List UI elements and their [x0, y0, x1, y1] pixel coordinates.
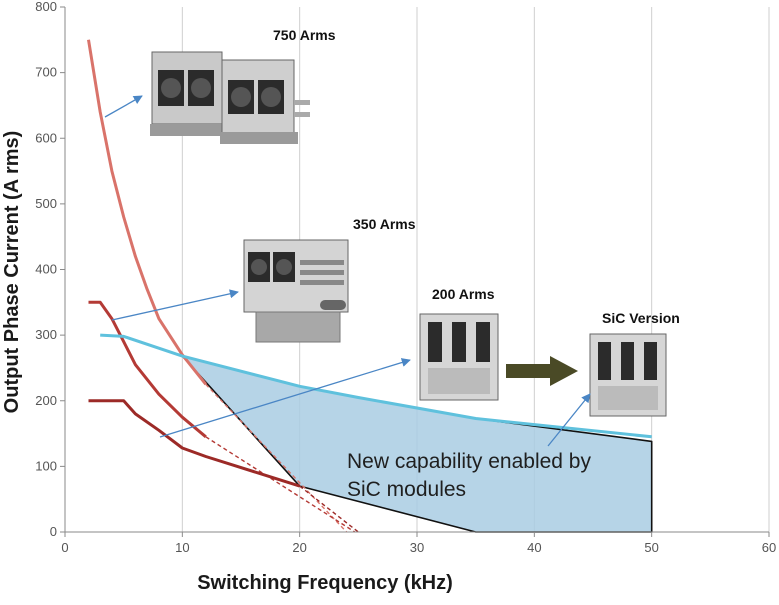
grid — [181, 7, 770, 532]
series-extension-350 — [205, 436, 356, 533]
x-tick-label-40: 40 — [527, 540, 541, 555]
y-tick-label-700: 700 — [35, 65, 57, 80]
callout-arrow-750 — [104, 95, 143, 118]
x-tick-label-50: 50 — [644, 540, 658, 555]
y-tick-label-0: 0 — [50, 524, 57, 539]
y-tick-label-300: 300 — [35, 327, 57, 342]
y-tick-label-200: 200 — [35, 393, 57, 408]
product-label-750: 750 Arms — [273, 27, 336, 43]
annotation-line-2: SiC modules — [347, 478, 466, 501]
callout-arrow-sic — [547, 393, 591, 447]
product-label-sic: SiC Version — [602, 310, 680, 326]
callout-arrows — [104, 95, 591, 447]
series-line-200 — [88, 399, 301, 488]
module-750-picture — [150, 51, 310, 144]
series-extension-750 — [205, 383, 348, 533]
y-tick-label-500: 500 — [35, 196, 57, 211]
y-tick-label-400: 400 — [35, 262, 57, 277]
x-tick-label-0: 0 — [61, 540, 68, 555]
series-layer — [87, 39, 652, 533]
product-label-200: 200 Arms — [432, 286, 495, 302]
annotation-line-1: New capability enabled by — [347, 450, 591, 473]
y-tick-label-600: 600 — [35, 130, 57, 145]
series-extension-200 — [299, 485, 359, 533]
series-line-750 — [87, 39, 207, 386]
right-arrow-icon — [506, 356, 578, 386]
callout-arrow-200 — [159, 358, 411, 438]
y-axis-title: Output Phase Current (A rms) — [1, 131, 23, 414]
module-350-picture — [243, 239, 349, 343]
callout-arrow-350 — [111, 289, 239, 321]
series-line-350 — [88, 300, 207, 438]
x-tick-label-20: 20 — [292, 540, 306, 555]
y-tick-label-800: 800 — [35, 0, 57, 14]
axes-layer: 0 100 200 300 400 500 600 700 800 0 10 20 30 40 50 60 — [35, 0, 776, 555]
x-tick-label-30: 30 — [410, 540, 424, 555]
series-line-sic — [100, 333, 652, 439]
module-200-picture — [419, 313, 499, 401]
x-tick-label-10: 10 — [175, 540, 189, 555]
x-tick-label-60: 60 — [762, 540, 776, 555]
y-tick-label-100: 100 — [35, 458, 57, 473]
product-label-350: 350 Arms — [353, 216, 416, 232]
x-axis-title: Switching Frequency (kHz) — [197, 572, 453, 594]
module-sic-picture — [589, 333, 667, 417]
